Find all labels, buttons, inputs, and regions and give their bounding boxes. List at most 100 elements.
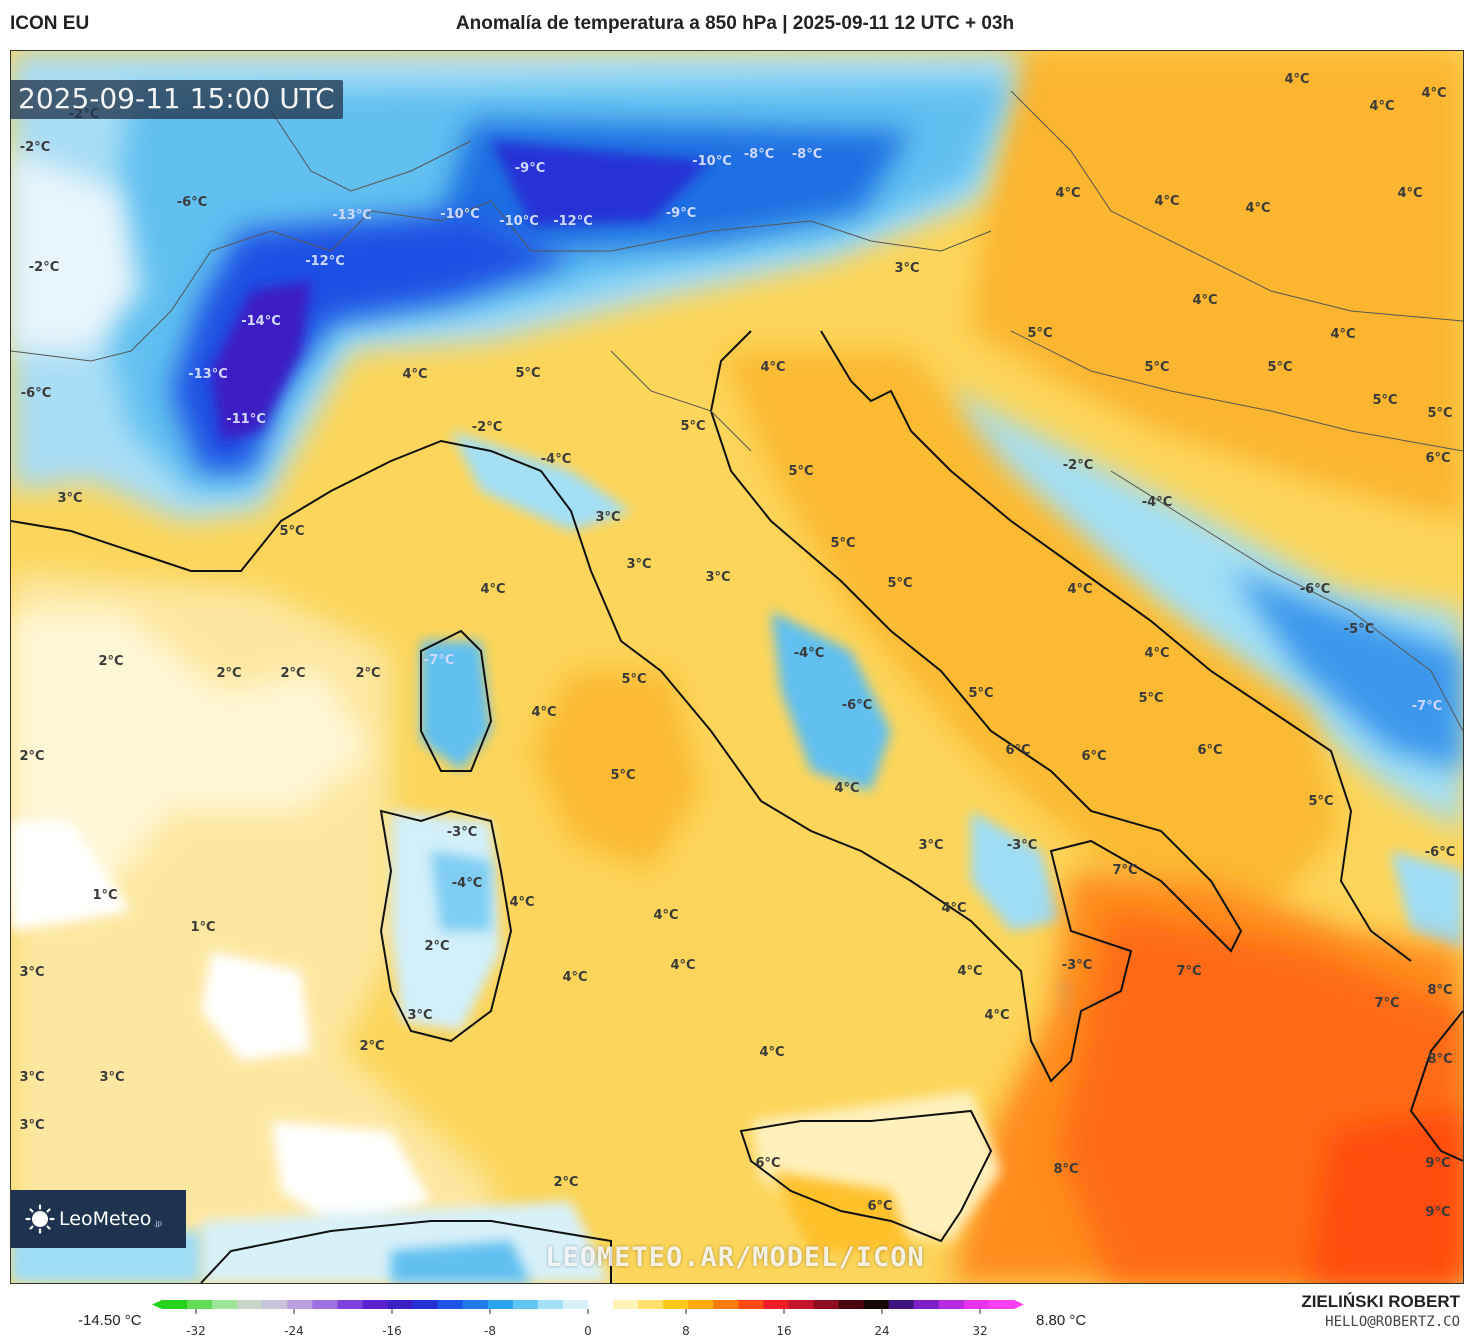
website-watermark: LEOMETEO.AR/MODEL/ICON — [545, 1242, 925, 1273]
map-value-label: 3°C — [595, 510, 620, 525]
map-value-label: 4°C — [1055, 186, 1080, 201]
map-value-label: -4°C — [452, 876, 482, 891]
color-scale-swatch — [287, 1300, 313, 1309]
map-value-label: 2°C — [355, 666, 380, 681]
map-value-label: 8°C — [1427, 983, 1452, 998]
map-value-label: 3°C — [894, 261, 919, 276]
map-value-label: 4°C — [402, 367, 427, 382]
color-scale-tick-label: 8 — [682, 1324, 690, 1338]
map-value-label: -6°C — [1425, 845, 1455, 860]
map-value-label: 5°C — [968, 686, 993, 701]
author-name: ZIELIŃSKI ROBERT — [1301, 1292, 1460, 1311]
color-scale-swatch — [813, 1300, 840, 1309]
map-value-label: 3°C — [918, 838, 943, 853]
map-value-label: 2°C — [424, 939, 449, 954]
map-value-label: 3°C — [626, 557, 651, 572]
color-scale-tick-label: -32 — [186, 1324, 206, 1338]
map-value-label: 9°C — [1425, 1205, 1450, 1220]
color-scale-tick-label: -24 — [284, 1324, 304, 1338]
color-scale-arrow — [1014, 1300, 1024, 1309]
map-value-label: 5°C — [610, 768, 635, 783]
map-value-label: 4°C — [531, 705, 556, 720]
leometeo-logo[interactable]: LeoMeteo .jp — [11, 1190, 186, 1248]
map-value-label: 5°C — [1308, 794, 1333, 809]
color-scale-swatch — [562, 1300, 589, 1309]
legend-min-value: -14.50 °C — [78, 1312, 142, 1329]
map-value-label: 4°C — [1330, 327, 1355, 342]
map-value-label: -2°C — [1063, 458, 1093, 473]
map-value-label: 5°C — [1144, 360, 1169, 375]
map-value-label: 7°C — [1176, 964, 1201, 979]
map-value-label: -13°C — [188, 367, 228, 382]
color-scale-swatch — [938, 1300, 965, 1309]
map-value-label: 2°C — [553, 1175, 578, 1190]
map-value-label: 4°C — [1284, 72, 1309, 87]
color-scale-bar: -32 -24 -16 -8 0 8 16 24 32 — [152, 1300, 1024, 1338]
map-value-label: 5°C — [887, 576, 912, 591]
color-scale-tick-label: -8 — [484, 1324, 496, 1338]
color-scale-swatch — [963, 1300, 990, 1309]
temperature-anomaly-map[interactable]: -2°C -2°C -6°C -13°C -12°C -14°C -13°C -11°C -2°… — [10, 50, 1464, 1284]
map-value-label: 4°C — [1144, 646, 1169, 661]
map-value-label: -8°C — [792, 147, 822, 162]
map-value-label: -6°C — [21, 386, 51, 401]
valid-time-badge: 2025-09-11 15:00 UTC — [10, 80, 343, 119]
map-value-label: -13°C — [332, 208, 372, 223]
color-scale-swatch — [788, 1300, 815, 1309]
anomaly-fields — [11, 51, 1463, 1283]
map-value-label: 1°C — [92, 888, 117, 903]
map-value-label: 4°C — [1245, 201, 1270, 216]
map-value-label: -5°C — [1344, 622, 1374, 637]
map-value-label: -10°C — [440, 207, 480, 222]
map-value-label: -8°C — [744, 147, 774, 162]
map-value-label: 2°C — [19, 749, 44, 764]
map-value-label: -4°C — [794, 646, 824, 661]
map-value-label: 3°C — [19, 965, 44, 980]
map-value-label: 4°C — [984, 1008, 1009, 1023]
map-value-label: 4°C — [562, 970, 587, 985]
color-scale-swatch — [763, 1300, 790, 1309]
map-value-label: 5°C — [1138, 691, 1163, 706]
map-value-label: -2°C — [20, 140, 50, 155]
color-scale-swatch — [387, 1300, 414, 1309]
map-value-label: -11°C — [226, 412, 266, 427]
map-value-label: -4°C — [1142, 495, 1172, 510]
map-value-label: 3°C — [57, 491, 82, 506]
color-scale-tick-label: 32 — [972, 1324, 987, 1338]
color-scale-swatch — [312, 1300, 339, 1309]
map-value-label: 6°C — [1425, 451, 1450, 466]
map-value-label: 4°C — [509, 895, 534, 910]
color-scale-swatch — [462, 1300, 489, 1309]
map-value-label: 9°C — [1425, 1156, 1450, 1171]
author-email[interactable]: HELLO@ROBERTZ.CO — [1325, 1314, 1460, 1330]
map-value-label: 5°C — [830, 536, 855, 551]
map-value-label: 3°C — [705, 570, 730, 585]
map-value-label: 4°C — [1369, 99, 1394, 114]
map-value-labels: -2°C -2°C -6°C -13°C -12°C -14°C -13°C -11°C -2°… — [19, 72, 1455, 1220]
map-value-label: 5°C — [680, 419, 705, 434]
color-scale-swatch — [613, 1300, 639, 1309]
map-value-label: -2°C — [472, 420, 502, 435]
map-value-label: -14°C — [241, 314, 281, 329]
map-value-label: 4°C — [480, 582, 505, 597]
map-value-label: 4°C — [760, 360, 785, 375]
map-value-label: 4°C — [834, 781, 859, 796]
color-scale-swatch — [237, 1300, 263, 1309]
color-scale-tick-label: 16 — [776, 1324, 791, 1338]
map-value-label: -12°C — [305, 254, 345, 269]
map-value-label: 5°C — [788, 464, 813, 479]
map-value-label: 2°C — [359, 1039, 384, 1054]
map-value-label: 1°C — [190, 920, 215, 935]
color-scale-swatch — [663, 1300, 689, 1309]
map-value-label: 7°C — [1374, 996, 1399, 1011]
map-value-label: 4°C — [1067, 582, 1092, 597]
map-value-label: 2°C — [216, 666, 241, 681]
color-scale-swatch — [412, 1300, 439, 1309]
color-scale-tick-label: 0 — [584, 1324, 592, 1338]
coastlines — [11, 330, 1463, 1283]
map-value-label: 6°C — [1005, 743, 1030, 758]
map-value-label: 6°C — [1197, 743, 1222, 758]
logo-suffix: .jp — [153, 1218, 162, 1228]
map-value-label: -7°C — [424, 653, 454, 668]
color-scale-swatch — [838, 1300, 865, 1309]
